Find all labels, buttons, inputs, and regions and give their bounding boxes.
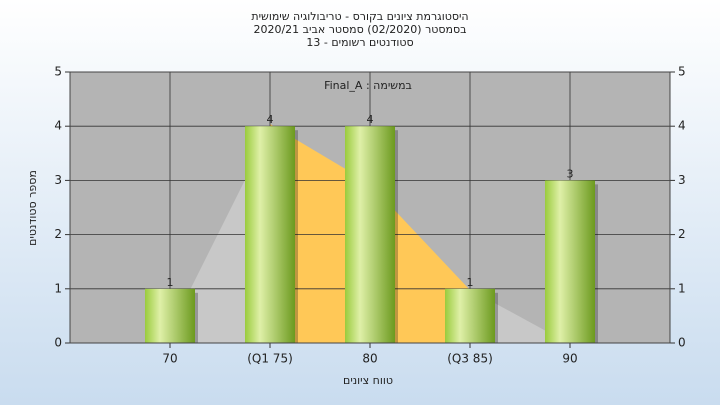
y2-tick-label: 2 [678,227,686,241]
y2-tick-label: 1 [678,281,686,295]
x-tick-label: 70 [162,352,177,366]
chart-subtitle: סטודנטים רשומים - 13 [306,36,413,49]
value-label: 4 [367,113,374,126]
chart-subtitle: בסמסטר (02/2020) סמסטר אביב 2020/21 [253,23,466,36]
x-tick-label: (Q1 75) [247,352,293,366]
y-tick-label: 3 [54,173,62,187]
y-tick-label: 5 [54,65,62,79]
value-label: 4 [267,113,274,126]
bar [245,126,295,343]
plot-frame [69,71,671,344]
y-tick-label: 2 [54,227,62,241]
x-axis-label: טווח ציונים [343,374,393,387]
x-tick-label: 90 [562,352,577,366]
annotation: Final_A : במשימה [324,79,412,92]
y-tick-label: 1 [54,281,62,295]
x-tick-label: (Q3 85) [447,352,493,366]
y2-tick-label: 3 [678,173,686,187]
value-label: 3 [567,167,574,180]
y-tick-label: 4 [54,119,62,133]
y2-tick-label: 4 [678,119,686,133]
bar [545,180,595,343]
bar [445,288,495,343]
value-label: 1 [167,276,174,289]
y2-tick-label: 5 [678,65,686,79]
y-axis-label: מספר סטודנטים [26,170,39,246]
y-tick-label: 0 [54,336,62,350]
value-label: 1 [467,276,474,289]
chart-title: היסטוגרמת ציונים בקורס - טריבולוגיה שימו… [251,10,468,23]
x-tick-label: 80 [362,352,377,366]
y2-tick-label: 0 [678,336,686,350]
bar [345,126,395,343]
bar [145,288,195,343]
